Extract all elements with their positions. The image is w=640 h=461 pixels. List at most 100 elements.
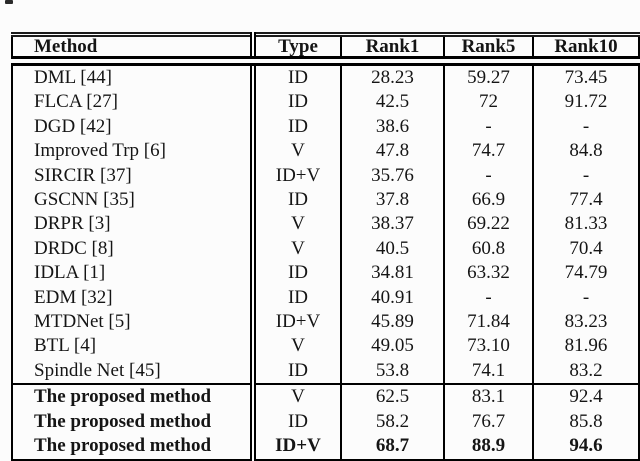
table-row: DML [44] ID 28.23 59.27 73.45: [11, 61, 640, 91]
rank1-cell: 28.23: [341, 61, 445, 91]
type-cell: V: [253, 383, 342, 410]
method-cell: GSCNN [35]: [11, 188, 256, 213]
rank1-cell: 38.6: [341, 114, 445, 140]
table-row: DGD [42] ID 38.6- -: [11, 114, 640, 140]
rank1-cell: 40.5: [341, 236, 445, 262]
table-row: The proposed method ID 58.2 76.7 85.8: [11, 409, 640, 435]
rank10-cell: 91.72: [533, 90, 640, 115]
rank5-cell: 74.7: [444, 139, 534, 164]
type-cell: ID+V: [253, 310, 342, 335]
table-row: BTL [4] V 49.05 73.10 81.96: [11, 334, 640, 359]
rank1-cell: 34.81: [341, 261, 445, 286]
cropped-text-fragment: [5, 0, 13, 4]
rank5-cell: 72: [444, 90, 534, 115]
method-cell: DRPR [3]: [11, 212, 256, 237]
rank10-cell: 83.2: [533, 358, 640, 385]
rank5-cell: 74.1: [444, 358, 534, 385]
rank10-cell: 73.45: [533, 61, 640, 91]
type-cell: V: [253, 334, 342, 359]
rank10-cell: -: [533, 114, 640, 140]
type-cell: ID: [253, 409, 342, 435]
method-cell: MTDNet [5]: [11, 310, 256, 335]
rank5-cell: 73.10: [444, 334, 534, 359]
rank10-cell: 94.6: [533, 434, 640, 461]
rank10-cell: -: [533, 285, 640, 311]
rank10-cell: 84.8: [533, 139, 640, 164]
type-cell: ID: [253, 188, 342, 213]
rank5-cell: 60.8: [444, 236, 534, 262]
table-row: The proposed method V 62.5 83.1 92.4: [11, 383, 640, 410]
table-row: MTDNet [5] ID+V 45.89 71.84 83.23: [11, 310, 640, 335]
rank5-cell: -: [444, 285, 534, 311]
type-cell: ID: [253, 285, 342, 311]
type-cell: ID: [253, 61, 342, 91]
type-cell: ID: [253, 261, 342, 286]
rank1-cell: 37.8: [341, 188, 445, 213]
rank1-cell: 47.8: [341, 139, 445, 164]
type-cell: V: [253, 212, 342, 237]
rank5-cell: 69.22: [444, 212, 534, 237]
column-header-rank10: Rank10: [533, 32, 640, 66]
header-row: Method Type Rank1 Rank5 Rank10: [11, 32, 640, 66]
table-row: Improved Trp [6] V 47.8 74.7 84.8: [11, 139, 640, 164]
rank5-cell: 76.7: [444, 409, 534, 435]
table-row: FLCA [27] ID 42.5 72 91.72: [11, 90, 640, 115]
type-cell: ID: [253, 114, 342, 140]
method-cell: IDLA [1]: [11, 261, 256, 286]
results-table: Method Type Rank1 Rank5 Rank10 DML [44] I…: [11, 32, 640, 461]
rank5-cell: 66.9: [444, 188, 534, 213]
type-cell: ID: [253, 358, 342, 385]
method-cell: The proposed method: [11, 409, 256, 435]
rank5-cell: 59.27: [444, 61, 534, 91]
table-row: SIRCIR [37] ID+V 35.76- -: [11, 163, 640, 189]
rank10-cell: 92.4: [533, 383, 640, 410]
method-cell: EDM [32]: [11, 285, 256, 311]
rank5-cell: 71.84: [444, 310, 534, 335]
rank5-cell: -: [444, 114, 534, 140]
table-row: IDLA [1] ID 34.81 63.32 74.79: [11, 261, 640, 286]
rank1-cell: 49.05: [341, 334, 445, 359]
method-cell: SIRCIR [37]: [11, 163, 256, 189]
table-row: GSCNN [35] ID 37.8 66.9 77.4: [11, 188, 640, 213]
type-cell: ID+V: [253, 434, 342, 461]
type-cell: V: [253, 236, 342, 262]
type-cell: V: [253, 139, 342, 164]
column-header-method: Method: [11, 32, 256, 66]
rank1-cell: 58.2: [341, 409, 445, 435]
method-cell: The proposed method: [11, 383, 256, 410]
method-cell: Spindle Net [45]: [11, 358, 256, 385]
rank1-cell: 42.5: [341, 90, 445, 115]
method-cell: The proposed method: [11, 434, 256, 461]
type-cell: ID+V: [253, 163, 342, 189]
method-cell: DGD [42]: [11, 114, 256, 140]
rank5-cell: 88.9: [444, 434, 534, 461]
rank10-cell: 77.4: [533, 188, 640, 213]
table-body: DML [44] ID 28.23 59.27 73.45 FLCA [27] ID 42.5…: [11, 61, 640, 461]
rank1-cell: 40.91: [341, 285, 445, 311]
method-cell: BTL [4]: [11, 334, 256, 359]
method-cell: DRDC [8]: [11, 236, 256, 262]
column-header-type: Type: [253, 32, 342, 66]
rank10-cell: 81.96: [533, 334, 640, 359]
type-cell: ID: [253, 90, 342, 115]
rank1-cell: 53.8: [341, 358, 445, 385]
rank10-cell: 85.8: [533, 409, 640, 435]
table-row: Spindle Net [45] ID 53.8 74.1 83.2: [11, 358, 640, 385]
rank10-cell: 70.4: [533, 236, 640, 262]
rank10-cell: 74.79: [533, 261, 640, 286]
column-header-rank1: Rank1: [341, 32, 445, 66]
rank1-cell: 35.76: [341, 163, 445, 189]
rank5-cell: -: [444, 163, 534, 189]
table-row: DRPR [3] V 38.37 69.22 81.33: [11, 212, 640, 237]
method-cell: Improved Trp [6]: [11, 139, 256, 164]
table-row: DRDC [8] V 40.5 60.8 70.4: [11, 236, 640, 262]
table-header: Method Type Rank1 Rank5 Rank10: [11, 32, 640, 66]
rank10-cell: 81.33: [533, 212, 640, 237]
rank10-cell: -: [533, 163, 640, 189]
rank10-cell: 83.23: [533, 310, 640, 335]
table-row: The proposed method ID+V 68.7 88.9 94.6: [11, 434, 640, 461]
rank5-cell: 63.32: [444, 261, 534, 286]
rank1-cell: 62.5: [341, 383, 445, 410]
rank5-cell: 83.1: [444, 383, 534, 410]
